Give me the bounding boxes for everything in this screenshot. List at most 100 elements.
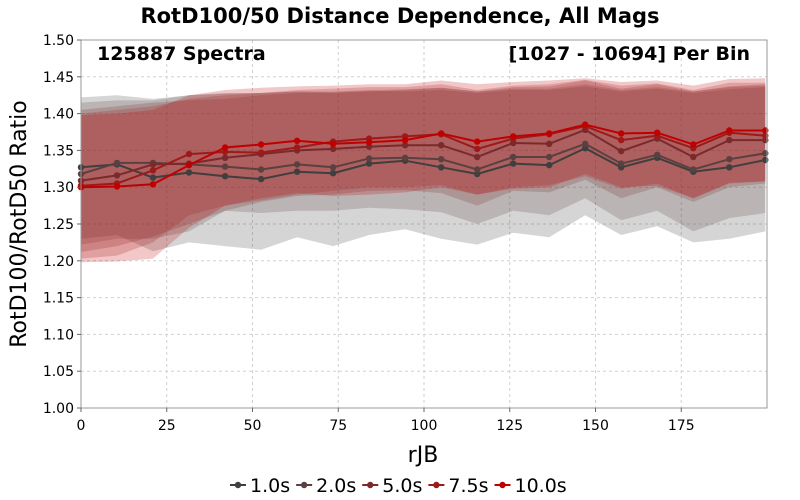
- y-tick-label: 1.10: [43, 327, 74, 343]
- series-line-7-5s: [80, 125, 766, 187]
- data-point: [329, 170, 337, 177]
- data-point: [438, 156, 445, 163]
- data-point: [762, 156, 769, 164]
- data-point: [329, 164, 337, 171]
- data-point: [257, 166, 265, 173]
- legend-swatch-marker: [433, 481, 440, 489]
- y-tick-label: 1.50: [43, 33, 74, 49]
- data-point: [582, 140, 589, 147]
- data-point: [474, 153, 481, 161]
- band-5-0s: [81, 80, 766, 252]
- data-point: [149, 181, 157, 188]
- spectra-count-annotation: 125887 Spectra: [97, 43, 266, 65]
- series-lines: [77, 121, 769, 191]
- data-point: [221, 154, 229, 161]
- data-point: [113, 159, 121, 167]
- legend: 1.0s 2.0s 5.0s 7.5s 10.0s: [230, 475, 567, 497]
- data-point: [438, 130, 445, 137]
- y-tick-label: 1.00: [43, 401, 74, 417]
- data-point: [474, 145, 481, 153]
- data-point: [582, 121, 589, 128]
- x-tick-label: 100: [411, 418, 438, 434]
- chart-title: RotD100/50 Distance Dependence, All Mags: [140, 4, 659, 28]
- x-tick-label: 75: [329, 418, 347, 434]
- data-point: [546, 161, 553, 169]
- band-10-0s: [81, 78, 766, 263]
- data-point: [438, 164, 445, 171]
- data-point: [726, 156, 733, 163]
- x-tick-label: 25: [158, 418, 176, 434]
- y-axis-label: RotD100/RotD50 Ratio: [7, 100, 32, 348]
- legend-label: 5.0s: [382, 475, 422, 497]
- data-point: [329, 140, 337, 147]
- data-point: [726, 164, 733, 171]
- data-point: [510, 133, 517, 140]
- data-point: [546, 153, 553, 161]
- data-point: [365, 155, 373, 162]
- data-point: [221, 148, 229, 156]
- band-7-5s: [81, 79, 766, 259]
- legend-swatch-marker: [234, 481, 242, 489]
- data-point: [690, 141, 697, 148]
- data-point: [257, 141, 265, 148]
- data-point: [474, 166, 481, 173]
- y-tick-label: 1.45: [43, 70, 74, 86]
- legend-item-7-5s: 7.5s: [428, 475, 489, 497]
- legend-label: 10.0s: [515, 475, 567, 497]
- y-tick-label: 1.05: [43, 364, 74, 380]
- data-point: [149, 174, 157, 181]
- data-point: [365, 143, 373, 150]
- x-tick-label: 150: [582, 418, 609, 434]
- data-point: [293, 144, 301, 151]
- legend-label: 1.0s: [250, 475, 290, 497]
- y-axis-ticks: 1.00 1.05 1.10 1.15 1.20 1.25 1.30 1.35 1.40 1.45…: [43, 33, 81, 417]
- data-point: [438, 142, 445, 149]
- y-tick-label: 1.15: [43, 291, 74, 307]
- data-point: [185, 150, 193, 158]
- y-tick-label: 1.20: [43, 254, 74, 270]
- data-point: [293, 168, 301, 175]
- data-point: [221, 173, 229, 180]
- per-bin-annotation: [1027 - 10694] Per Bin: [509, 43, 750, 65]
- data-point: [401, 136, 409, 144]
- y-tick-label: 1.40: [43, 107, 74, 123]
- y-tick-label: 1.30: [43, 180, 74, 196]
- data-point: [762, 127, 769, 134]
- data-point: [546, 140, 553, 147]
- data-point: [185, 161, 193, 169]
- data-point: [185, 169, 193, 176]
- legend-label: 7.5s: [448, 475, 488, 497]
- data-point: [510, 160, 517, 167]
- data-point: [401, 142, 409, 149]
- data-point: [365, 139, 373, 146]
- x-tick-label: 175: [668, 418, 695, 434]
- legend-swatch-marker: [367, 481, 374, 489]
- legend-item-10-0s: 10.0s: [494, 475, 567, 497]
- y-tick-label: 1.25: [43, 217, 74, 233]
- x-axis-ticks: 0 25 50 75 100 125 150 175: [77, 408, 695, 434]
- data-point: [474, 170, 481, 178]
- data-point: [510, 153, 517, 161]
- data-point: [690, 166, 697, 173]
- data-point: [113, 172, 121, 179]
- series-line-2-0s: [80, 142, 766, 175]
- data-point: [149, 167, 157, 174]
- x-tick-label: 0: [77, 418, 86, 434]
- legend-label: 2.0s: [316, 475, 356, 497]
- data-point: [257, 175, 265, 183]
- data-point: [401, 154, 409, 161]
- legend-item-1-0s: 1.0s: [230, 475, 290, 497]
- x-tick-label: 50: [244, 418, 262, 434]
- series-line-10-0s: [80, 123, 766, 189]
- data-point: [726, 127, 733, 134]
- data-point: [546, 130, 553, 137]
- data-point: [365, 160, 373, 167]
- data-point: [149, 161, 157, 168]
- data-point: [293, 137, 301, 144]
- data-point: [221, 144, 229, 151]
- legend-item-5-0s: 5.0s: [362, 475, 422, 497]
- data-point: [474, 138, 481, 145]
- data-point: [690, 153, 697, 161]
- legend-swatch-marker: [499, 481, 506, 489]
- legend-swatch-marker: [300, 481, 308, 489]
